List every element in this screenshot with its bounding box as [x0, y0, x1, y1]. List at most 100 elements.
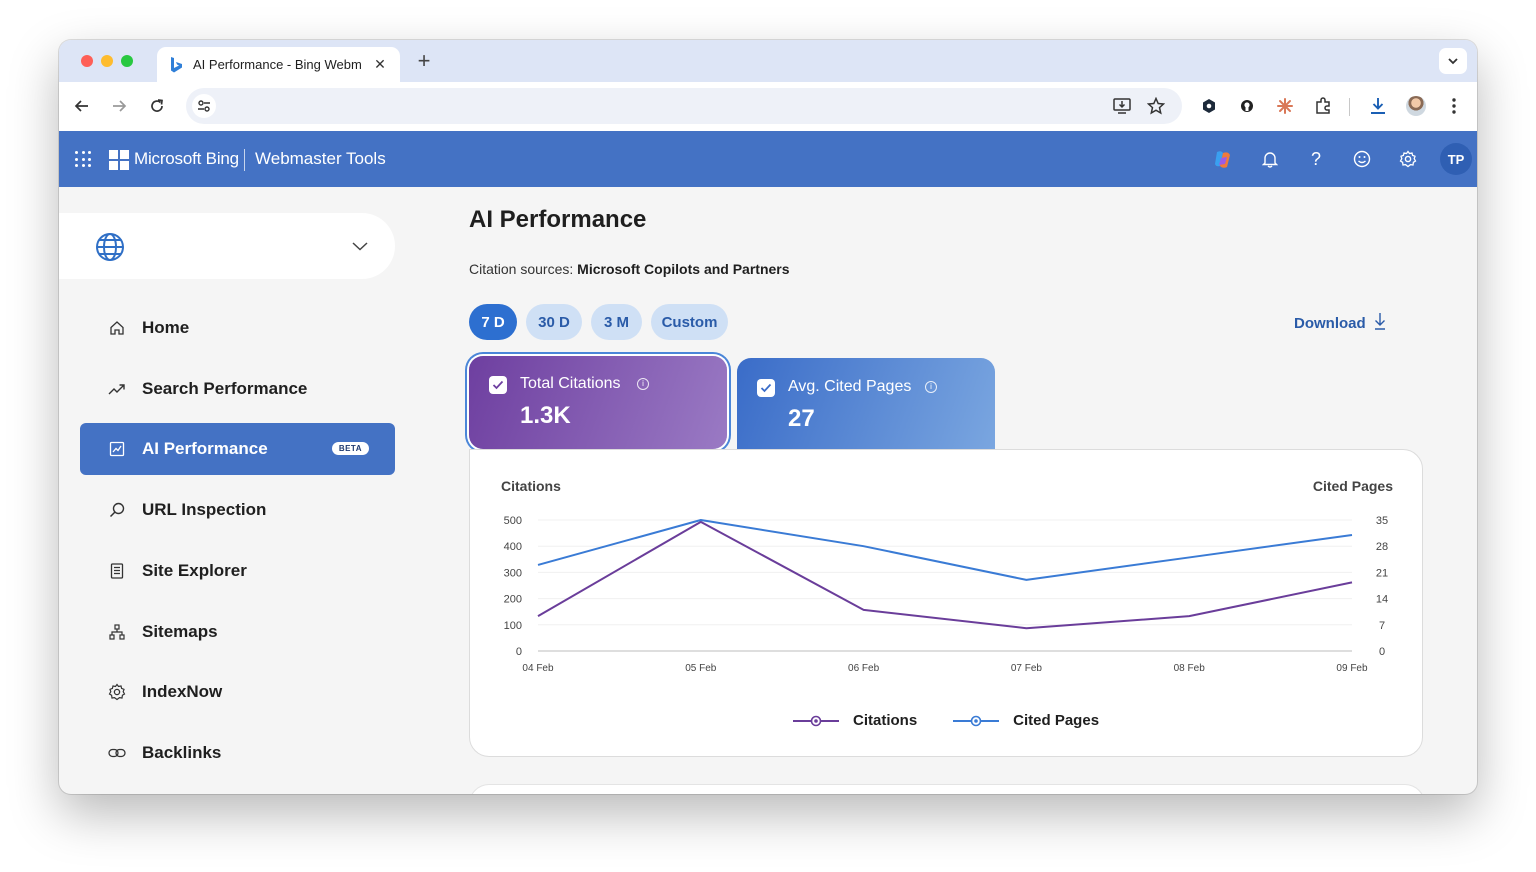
user-avatar[interactable]: TP	[1440, 143, 1472, 175]
bing-favicon-icon	[169, 56, 183, 73]
sitemap-icon	[107, 622, 127, 642]
y-tick-label-left: 200	[504, 594, 522, 606]
legend-cited-pages-marker-icon	[953, 715, 1000, 726]
y-tick-label-left: 100	[504, 620, 522, 632]
download-label: Download	[1294, 314, 1366, 332]
checkbox-checked-icon[interactable]	[757, 379, 775, 397]
search-icon	[107, 500, 127, 520]
install-app-icon[interactable]	[1112, 96, 1132, 116]
sidebar-item-url-inspection[interactable]: URL Inspection	[80, 484, 395, 536]
chevron-down-icon[interactable]	[351, 239, 369, 251]
sidebar-item-sitemaps[interactable]: Sitemaps	[80, 606, 395, 658]
tab-close-icon[interactable]: ✕	[374, 56, 386, 72]
ai-chart-icon	[107, 439, 127, 459]
sidebar-item-label: Sitemaps	[142, 622, 218, 641]
browser-window: AI Performance - Bing Webmaster Tools ✕ …	[59, 40, 1477, 794]
address-bar[interactable]	[186, 88, 1182, 124]
brand-divider	[244, 149, 245, 171]
y-axis-title-right: Cited Pages	[1313, 478, 1393, 494]
y-tick-label-left: 400	[504, 541, 522, 553]
sidebar-item-indexnow[interactable]: IndexNow	[80, 666, 395, 718]
browser-menu-icon[interactable]	[1443, 95, 1465, 117]
link-icon	[107, 743, 127, 763]
back-arrow-icon[interactable]	[70, 94, 94, 118]
sidebar-item-site-explorer[interactable]: Site Explorer	[80, 545, 395, 597]
extension-github-icon[interactable]	[1236, 95, 1258, 117]
settings-gear-icon[interactable]	[1397, 148, 1419, 170]
x-tick-label: 04 Feb	[522, 663, 554, 674]
sidebar-item-label: AI Performance	[142, 439, 268, 458]
sidebar-item-search-performance[interactable]: Search Performance	[80, 363, 395, 415]
range-30d-button[interactable]: 30 D	[526, 304, 582, 340]
extension-shield-icon[interactable]	[1198, 95, 1220, 117]
y-tick-label-left: 0	[516, 646, 522, 658]
copilot-icon[interactable]	[1212, 148, 1234, 170]
sidebar-item-ai-performance[interactable]: AI Performance BETA	[80, 423, 395, 475]
sidebar-item-label: Backlinks	[142, 743, 222, 762]
close-window-button[interactable]	[81, 55, 93, 67]
metric-label: Avg. Cited Pages	[788, 378, 912, 395]
metric-card-avg-cited-pages[interactable]: Avg. Cited Pages i 27	[737, 358, 995, 449]
range-3m-button[interactable]: 3 M	[591, 304, 642, 340]
x-tick-label: 07 Feb	[1011, 663, 1043, 674]
metric-label: Total Citations	[520, 375, 621, 392]
citation-sources: Citation sources: Microsoft Copilots and…	[469, 261, 790, 277]
sidebar-item-label: Site Explorer	[142, 561, 247, 580]
trend-icon	[107, 379, 127, 399]
sidebar-item-label: URL Inspection	[142, 500, 267, 519]
microsoft-logo-icon	[109, 150, 129, 170]
forward-arrow-icon[interactable]	[107, 94, 131, 118]
site-selector-dropdown[interactable]	[59, 213, 395, 279]
y-tick-label-right: 0	[1379, 646, 1385, 658]
info-icon[interactable]: i	[637, 378, 649, 390]
gear-icon	[107, 682, 127, 702]
download-arrow-icon	[1374, 312, 1386, 334]
sidebar-item-label: Home	[142, 318, 190, 337]
tab-search-chevron-icon[interactable]	[1439, 48, 1467, 74]
range-7d-button[interactable]: 7 D	[469, 304, 517, 340]
legend-item-cited-pages[interactable]: Cited Pages	[953, 712, 1099, 729]
downloads-icon[interactable]	[1367, 95, 1389, 117]
notifications-bell-icon[interactable]	[1259, 148, 1281, 170]
legend-item-citations[interactable]: Citations	[793, 712, 917, 729]
sidebar-item-backlinks[interactable]: Backlinks	[80, 727, 395, 779]
download-button[interactable]: Download	[1294, 312, 1386, 334]
y-axis-title-left: Citations	[501, 478, 561, 494]
extensions-puzzle-icon[interactable]	[1312, 95, 1334, 117]
citation-sources-label: Citation sources:	[469, 261, 574, 277]
sidebar-item-home[interactable]: Home	[80, 302, 395, 354]
app-launcher-icon[interactable]	[75, 151, 91, 167]
site-settings-icon[interactable]	[192, 94, 216, 118]
product-name[interactable]: Webmaster Tools	[255, 149, 386, 168]
metric-card-total-citations[interactable]: Total Citations i 1.3K	[469, 356, 727, 449]
checkbox-checked-icon[interactable]	[489, 376, 507, 394]
y-tick-label-right: 21	[1376, 567, 1388, 579]
document-icon	[107, 561, 127, 581]
reload-icon[interactable]	[145, 94, 169, 118]
new-tab-button[interactable]: +	[417, 48, 431, 73]
bookmark-star-icon[interactable]	[1146, 96, 1166, 116]
extension-claude-icon[interactable]	[1274, 95, 1296, 117]
next-card-edge	[469, 784, 1425, 794]
y-tick-label-right: 28	[1376, 541, 1388, 553]
sidebar-item-label: IndexNow	[142, 682, 223, 701]
feedback-smiley-icon[interactable]	[1351, 148, 1373, 170]
x-tick-label: 08 Feb	[1174, 663, 1206, 674]
line-chart: Citations Cited Pages 0 100 200 300 400 500 0 7 14…	[501, 478, 1393, 674]
chart-card: Citations Cited Pages 0 100 200 300 400 500 0 7 14…	[469, 449, 1423, 757]
x-tick-label: 05 Feb	[685, 663, 717, 674]
toolbar-divider	[1349, 98, 1350, 116]
minimize-window-button[interactable]	[101, 55, 113, 67]
maximize-window-button[interactable]	[121, 55, 133, 67]
globe-icon	[95, 232, 125, 262]
info-icon[interactable]: i	[925, 381, 937, 393]
brand-name[interactable]: Microsoft Bing	[134, 149, 239, 168]
y-tick-label-left: 500	[504, 515, 522, 527]
home-icon	[107, 318, 127, 338]
help-icon[interactable]: ?	[1310, 148, 1321, 169]
browser-tab[interactable]: AI Performance - Bing Webmaster Tools ✕	[157, 47, 400, 82]
range-custom-button[interactable]: Custom	[651, 304, 728, 340]
y-tick-label-right: 35	[1376, 515, 1388, 527]
legend-citations-marker-icon	[793, 715, 839, 726]
profile-avatar[interactable]	[1406, 96, 1426, 116]
